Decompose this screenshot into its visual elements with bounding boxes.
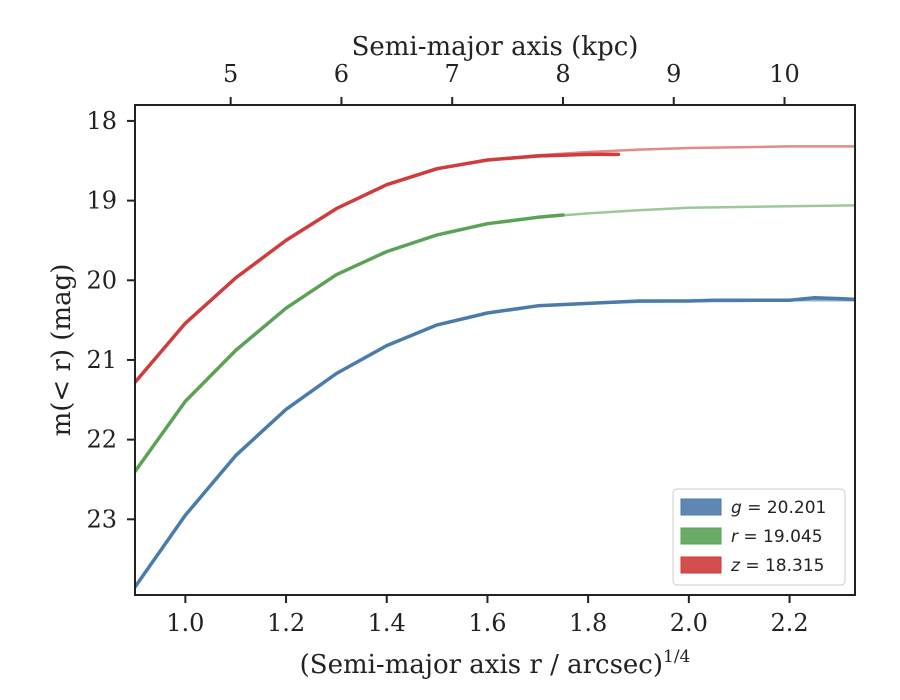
x-tick-label: 2.0 [670,609,708,637]
legend-swatch-z [680,556,722,574]
top-tick-label: 9 [666,60,681,88]
top-tick-label: 8 [555,60,570,88]
bottom-axis-title: (Semi-major axis r / arcsec)1/4 [300,647,691,680]
bottom-axis-title-exponent: 1/4 [663,647,690,667]
y-tick-label: 18 [86,107,117,135]
legend-swatch-g [680,498,722,516]
y-axis-title: m(< r) (mag) [47,264,77,437]
legend-label-r: r = 19.045 [731,527,823,547]
legend-swatch-r [680,527,722,545]
series-z-line [135,152,621,385]
y-tick-label: 22 [86,426,117,454]
series-g-line [135,296,855,589]
x-tick-label: 1.4 [368,609,406,637]
plot-border [134,104,856,596]
legend-variable: z [730,556,741,576]
x-tick-label: 1.0 [166,609,204,637]
x-tick-label: 1.8 [569,609,607,637]
plot-frame [134,104,856,596]
legend-variable: r [731,527,739,547]
legend-value: = 20.201 [742,498,827,518]
series-r-model-line [135,204,855,473]
top-tick-label: 5 [223,60,238,88]
x-tick-label: 2.2 [770,609,808,637]
legend-variable: g [731,498,742,518]
y-tick-label: 20 [86,266,117,294]
y-tick-label: 21 [86,346,117,374]
legend-value: = 19.045 [738,527,823,547]
top-tick-label: 10 [769,60,800,88]
x-tick-label: 1.2 [267,609,305,637]
tick-layer: 1.0 1.2 1.4 1.6 1.8 2.0 2.2 18 19 20 21 22 23 5 6 7 8 9 10 [86,60,808,637]
legend-value: = 18.315 [740,556,825,576]
bottom-axis-title-text: (Semi-major axis r / arcsec) [300,650,663,680]
series-z-model-line [135,145,855,384]
legend-label-z: z = 18.315 [730,556,824,576]
legend-label-g: g = 20.201 [731,498,826,518]
series-layer [135,145,855,589]
series-r-line [135,213,565,474]
top-tick-label: 7 [445,60,460,88]
top-axis-title: Semi-major axis (kpc) [352,32,639,62]
x-tick-label: 1.6 [468,609,506,637]
top-tick-label: 6 [334,60,349,88]
y-tick-label: 23 [86,505,117,533]
y-tick-label: 19 [86,187,117,215]
